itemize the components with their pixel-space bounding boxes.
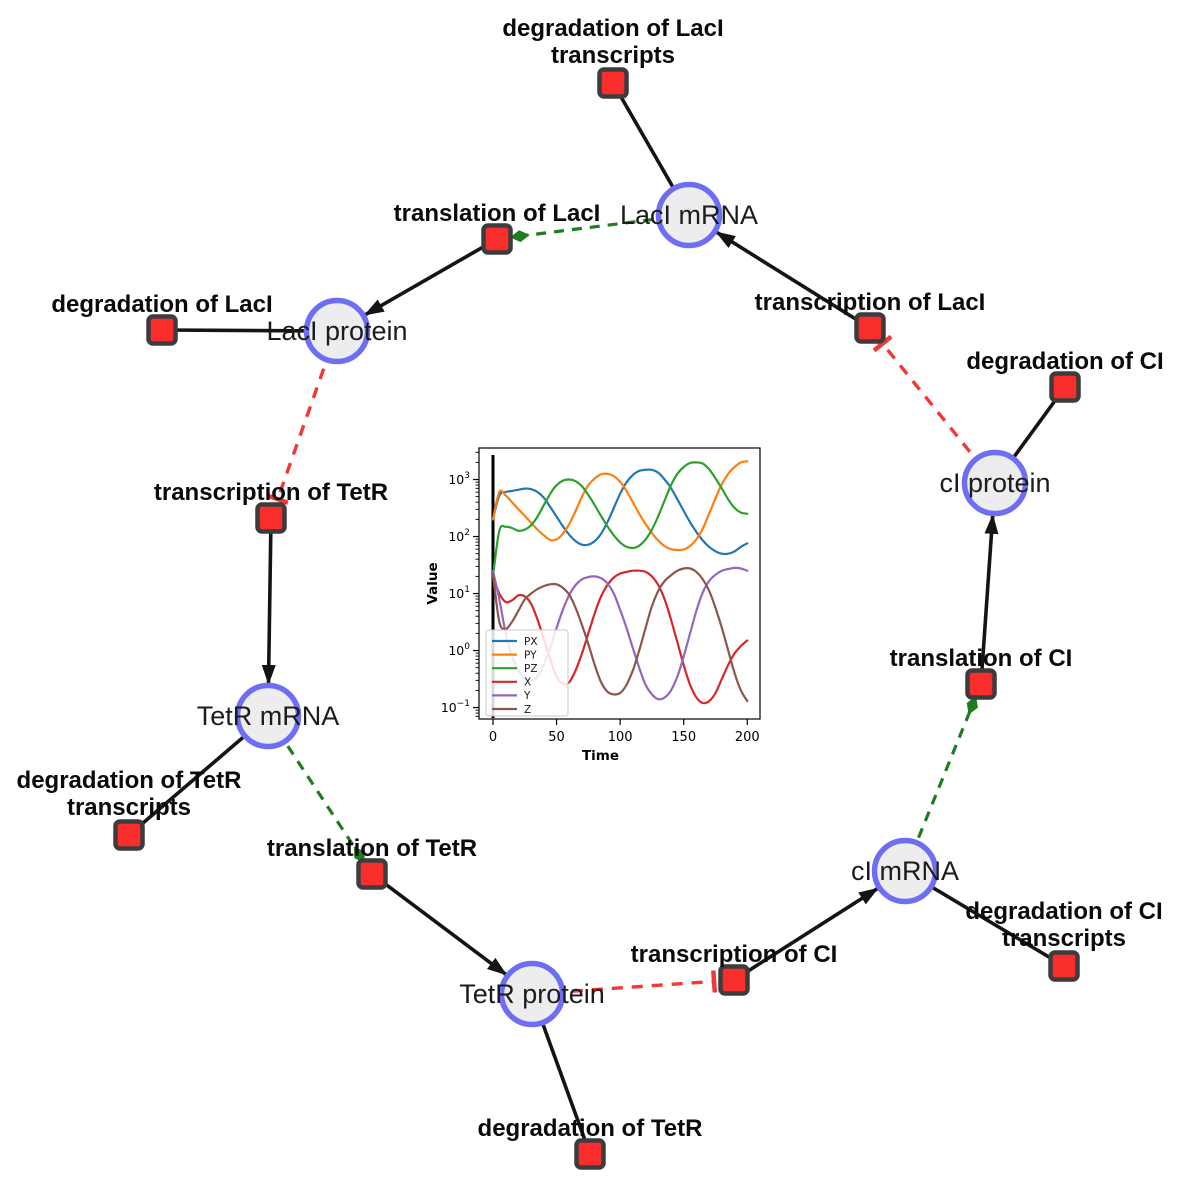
y-tick-label: 10−1 — [441, 699, 470, 715]
species-label-LacI_mRNA: LacI mRNA — [620, 200, 758, 230]
edge-production-transl_CI-cI_protein — [979, 513, 999, 685]
reaction-node-txn_CI[interactable] — [718, 964, 750, 996]
reaction-node-deg_CI[interactable] — [1049, 371, 1081, 403]
legend-label-PX: PX — [524, 636, 538, 648]
y-tick-label: 103 — [448, 471, 470, 487]
series-PY — [491, 460, 749, 552]
species-node-LacI_protein[interactable] — [303, 297, 371, 365]
reaction-label-deg_TetR_tr: transcripts — [67, 794, 191, 821]
species-label-cI_mRNA: cI mRNA — [851, 856, 959, 886]
x-axis-title: Time — [582, 748, 619, 764]
reaction-node-txn_LacI[interactable] — [854, 312, 886, 344]
edge-modifier-LacI_mRNA-transl_LacI — [509, 213, 690, 243]
reaction-node-transl_CI[interactable] — [965, 668, 997, 700]
legend-label-Z: Z — [524, 704, 531, 716]
x-tick-label: 200 — [735, 730, 760, 745]
y-axis-title: Value — [425, 562, 441, 604]
y-tick-label: 102 — [448, 528, 470, 544]
labels-layer: LacI mRNA LacI protein TetR mRNA TetR prote… — [17, 15, 1164, 1142]
edges-layer — [127, 82, 1067, 1155]
legend-label-Y: Y — [523, 690, 531, 702]
series-PZ — [491, 461, 749, 578]
reaction-label-deg_LacI_tr: degradation of LacI — [502, 15, 723, 42]
reaction-node-txn_TetR[interactable] — [255, 502, 287, 534]
reaction-label-deg_LacI_tr: transcripts — [551, 42, 675, 69]
reaction-label-transl_LacI: translation of LacI — [394, 200, 601, 227]
species-node-cI_protein[interactable] — [961, 449, 1029, 517]
species-label-cI_protein: cI protein — [939, 468, 1050, 498]
reaction-node-deg_TetR_tr[interactable] — [113, 819, 145, 851]
edge-production-txn_CI-cI_mRNA — [733, 886, 879, 982]
edge-modifier-TetR_mRNA-transl_TetR — [266, 715, 366, 864]
edge-production-txn_TetR-TetR_mRNA — [261, 517, 276, 686]
species-label-LacI_protein: LacI protein — [266, 316, 407, 346]
series-Z — [491, 567, 749, 703]
x-tick-label: 150 — [671, 730, 696, 745]
x-tick-label: 0 — [489, 730, 497, 745]
x-tick-label: 100 — [608, 730, 633, 745]
edge-production-txn_LacI-LacI_mRNA — [715, 230, 871, 330]
edge-production-transl_LacI-LacI_protein — [363, 237, 498, 317]
edge-production-transl_TetR-TetR_protein — [370, 872, 508, 977]
reaction-node-deg_LacI[interactable] — [146, 314, 178, 346]
species-label-TetR_protein: TetR protein — [459, 979, 605, 1009]
reaction-node-transl_LacI[interactable] — [481, 223, 513, 255]
species-node-cI_mRNA[interactable] — [871, 837, 939, 905]
reaction-node-transl_TetR[interactable] — [356, 858, 388, 890]
reaction-label-deg_LacI: degradation of LacI — [51, 291, 272, 318]
series-PX — [491, 468, 749, 556]
reaction-label-transl_TetR: translation of TetR — [267, 835, 477, 862]
nodes-layer — [113, 67, 1081, 1170]
species-label-TetR_mRNA: TetR mRNA — [197, 701, 340, 731]
legend-label-PY: PY — [524, 649, 537, 661]
y-tick-label: 101 — [448, 585, 470, 601]
reaction-label-txn_LacI: transcription of LacI — [755, 289, 986, 316]
reaction-node-deg_TetR[interactable] — [574, 1138, 606, 1170]
reaction-label-deg_CI: degradation of CI — [966, 348, 1163, 375]
reaction-label-txn_TetR: transcription of TetR — [154, 479, 388, 506]
legend-label-X: X — [524, 677, 531, 689]
reaction-node-deg_LacI_tr[interactable] — [597, 67, 629, 99]
reaction-label-deg_TetR_tr: degradation of TetR — [17, 767, 242, 794]
species-node-LacI_mRNA[interactable] — [655, 181, 723, 249]
species-node-TetR_mRNA[interactable] — [234, 682, 302, 750]
y-tick-label: 100 — [448, 642, 470, 658]
series-X — [491, 569, 749, 705]
reaction-label-deg_CI_tr: degradation of CI — [965, 898, 1162, 925]
species-node-TetR_protein[interactable] — [498, 960, 566, 1028]
edge-modifier-cI_mRNA-transl_CI — [903, 696, 978, 872]
reaction-label-deg_CI_tr: transcripts — [1002, 925, 1126, 952]
x-tick-label: 50 — [548, 730, 565, 745]
reaction-label-txn_CI: transcription of CI — [631, 941, 838, 968]
reaction-node-deg_CI_tr[interactable] — [1048, 950, 1080, 982]
reaction-label-deg_TetR: degradation of TetR — [478, 1115, 703, 1142]
legend-label-PZ: PZ — [524, 663, 538, 675]
reaction-label-transl_CI: translation of CI — [890, 645, 1073, 672]
